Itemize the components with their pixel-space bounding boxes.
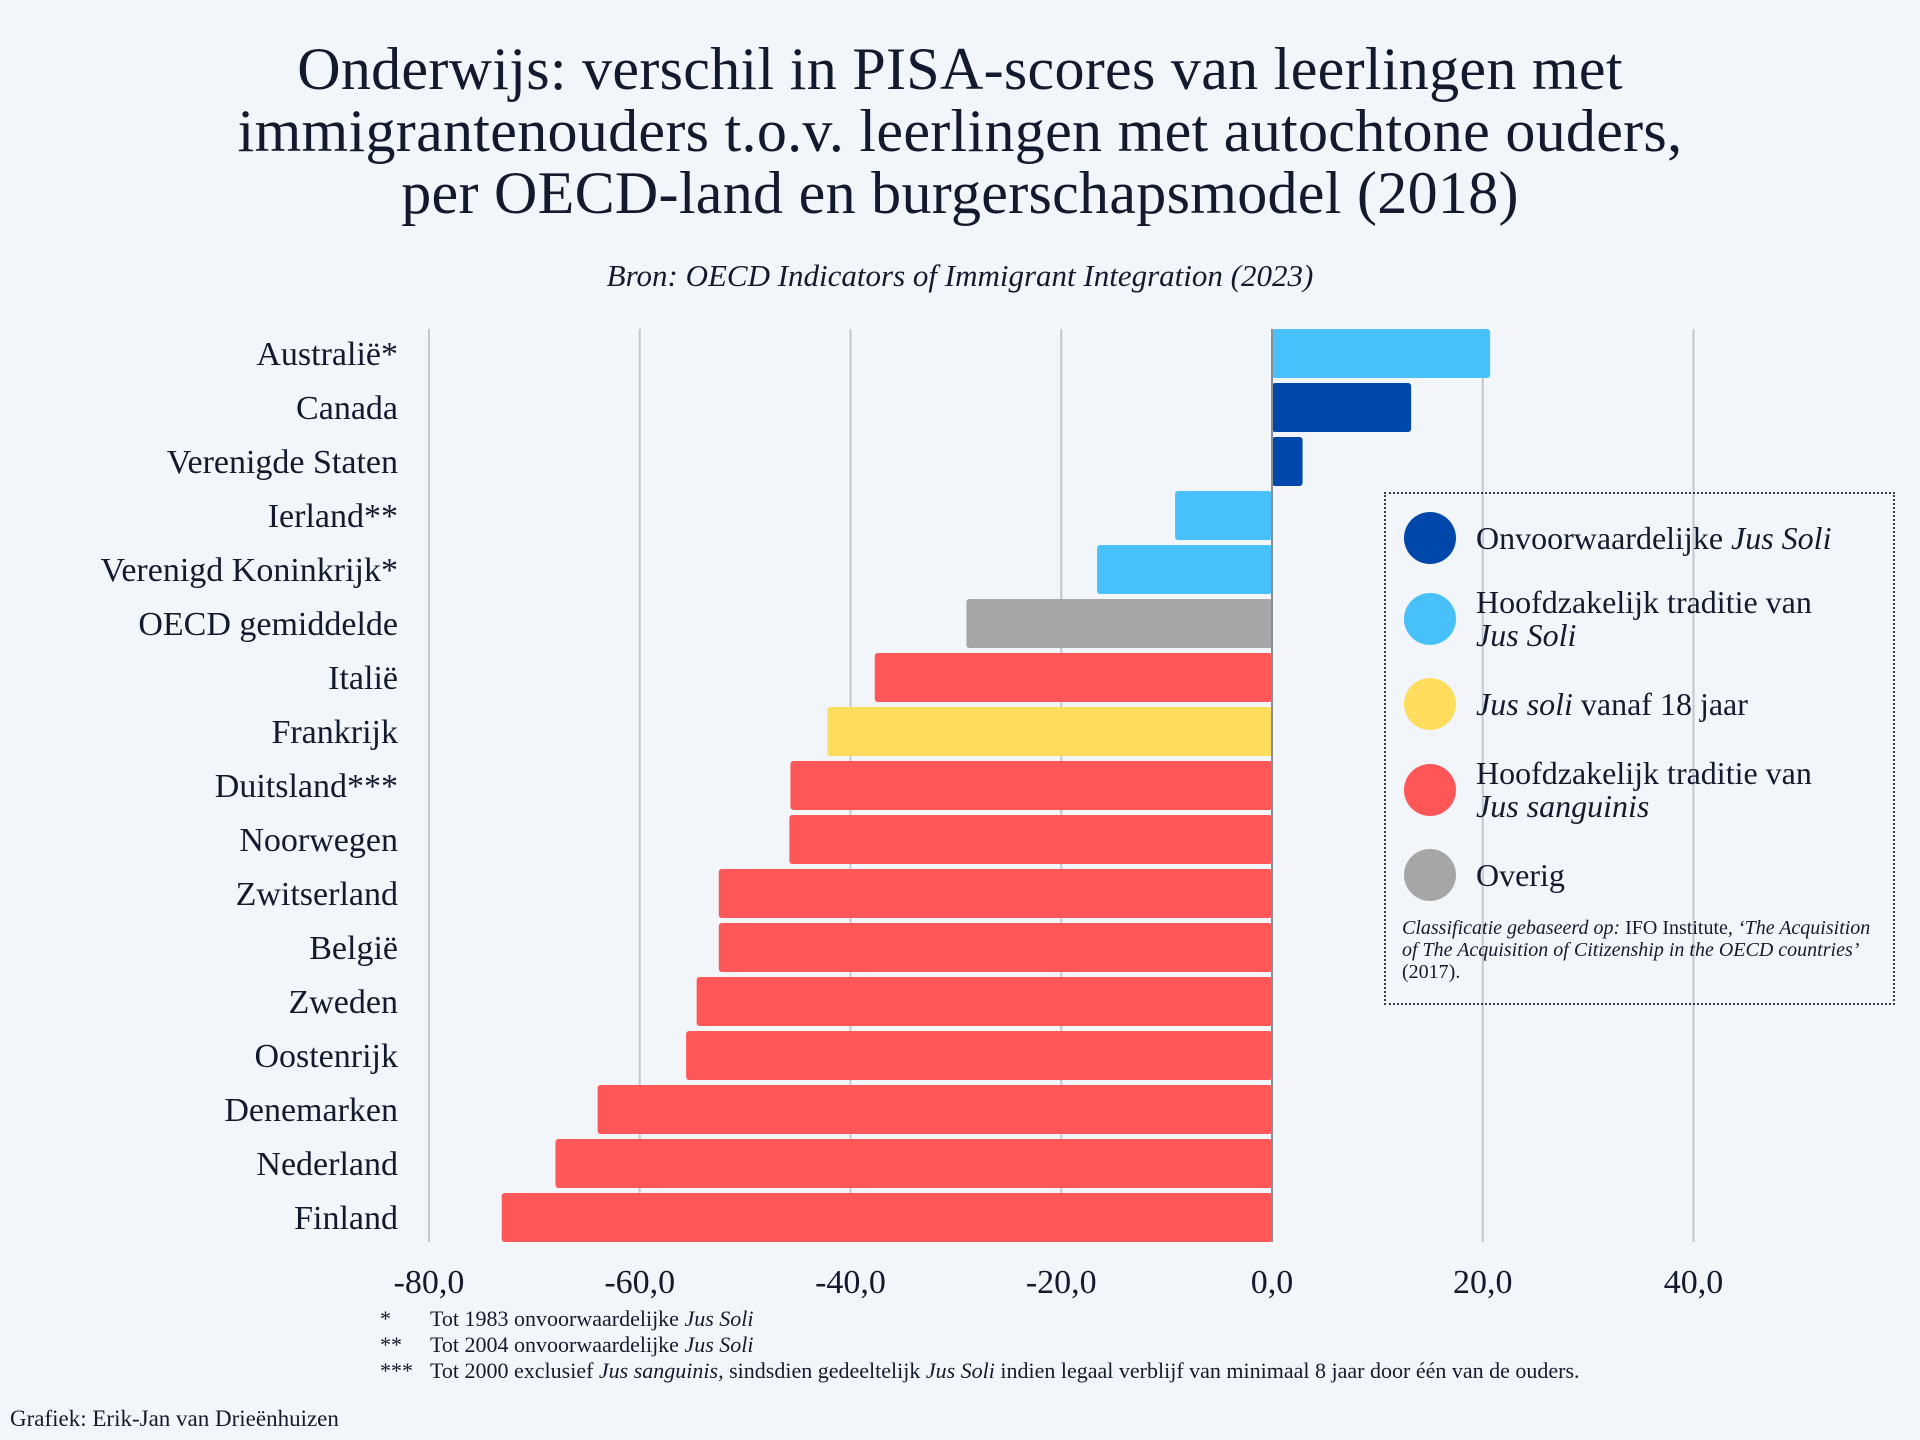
- chart-credit: Grafiek: Erik-Jan van Drieënhuizen: [10, 1406, 339, 1431]
- legend-item-mainly-jus-sanguinis: Hoofdzakelijk traditie van Jus sanguinis: [1404, 757, 1812, 823]
- category-label: Australië*: [256, 336, 398, 373]
- bar: [1272, 383, 1412, 432]
- footnote-text: Jus Soli: [925, 1358, 995, 1383]
- bar: [827, 707, 1272, 756]
- legend-swatch: [1404, 593, 1456, 645]
- category-label: Ierland**: [268, 498, 398, 535]
- category-label: België: [309, 930, 398, 967]
- x-tick-label: -60,0: [604, 1264, 675, 1301]
- legend: Onvoorwaardelijke Jus Soli Hoofdzakelijk…: [1384, 492, 1895, 1005]
- chart-title: Onderwijs: verschil in PISA-scores van l…: [0, 38, 1920, 224]
- category-label: Finland: [294, 1200, 398, 1237]
- category-label: Verenigde Staten: [167, 444, 398, 481]
- footnote-text: sindsdien gedeeltelijk: [723, 1358, 926, 1383]
- bar: [966, 599, 1272, 648]
- category-label: Oostenrijk: [254, 1038, 398, 1075]
- category-label: Noorwegen: [239, 822, 398, 859]
- bar: [555, 1139, 1272, 1188]
- footnote-text: Jus Soli: [684, 1332, 754, 1357]
- category-label: Frankrijk: [271, 714, 398, 751]
- bar: [686, 1031, 1272, 1080]
- legend-item-mainly-jus-soli: Hoofdzakelijk traditie van Jus Soli: [1404, 586, 1812, 652]
- category-label: Duitsland***: [215, 768, 398, 805]
- footnote-text: Tot 2000 exclusief: [430, 1358, 599, 1383]
- legend-item-jus-soli-18: Jus soli vanaf 18 jaar: [1404, 678, 1748, 730]
- x-tick-label: -80,0: [394, 1264, 465, 1301]
- legend-label: Onvoorwaardelijke Jus Soli: [1476, 519, 1832, 556]
- category-label: Verenigd Koninkrijk*: [101, 552, 398, 589]
- bar: [1097, 545, 1272, 594]
- x-tick-label: -40,0: [815, 1264, 886, 1301]
- bar: [718, 923, 1272, 972]
- category-label: Denemarken: [224, 1092, 398, 1129]
- legend-swatch: [1404, 764, 1456, 816]
- chart-title-line: Onderwijs: verschil in PISA-scores van l…: [297, 36, 1623, 102]
- category-label: Zwitserland: [236, 876, 398, 913]
- legend-source-note: Classificatie gebaseerd op: IFO Institut…: [1402, 917, 1871, 983]
- x-tick-label: 20,0: [1453, 1264, 1513, 1301]
- footnotes: * Tot 1983 onvoorwaardelijke Jus Soli ** T…: [380, 1306, 1580, 1384]
- footnote-text: indien legaal verblijf van minimaal 8 ja…: [994, 1358, 1580, 1383]
- legend-item-unconditional: Onvoorwaardelijke Jus Soli: [1404, 512, 1831, 564]
- bar: [597, 1085, 1272, 1134]
- bar: [501, 1193, 1272, 1242]
- category-labels: Australië* Canada Verenigde Staten Ierland*…: [101, 336, 398, 1237]
- chart-subtitle: Bron: OECD Indicators of Immigrant Integ…: [606, 258, 1314, 293]
- legend-label: Hoofdzakelijk traditie van Jus Soli: [1476, 584, 1812, 653]
- legend-swatch: [1404, 512, 1456, 564]
- legend-label: Hoofdzakelijk traditie van Jus sanguinis: [1476, 755, 1812, 824]
- x-tick-label: 0,0: [1251, 1264, 1294, 1301]
- footnote-text: Tot 2004 onvoorwaardelijke: [430, 1332, 685, 1357]
- category-label: Zweden: [288, 984, 398, 1021]
- footnote: * Tot 1983 onvoorwaardelijke Jus Soli: [380, 1306, 754, 1331]
- footnote-text: Jus Soli: [684, 1306, 754, 1331]
- bar: [696, 977, 1272, 1026]
- bar: [718, 869, 1272, 918]
- legend-label: Overig: [1476, 856, 1565, 893]
- footnote: *** Tot 2000 exclusief Jus sanguinis, sin…: [380, 1358, 1580, 1383]
- category-label: Canada: [296, 390, 398, 427]
- footnote-text: Jus sanguinis,: [598, 1358, 724, 1383]
- x-tick-label: 40,0: [1664, 1264, 1724, 1301]
- bar: [1272, 329, 1491, 378]
- bars: [501, 329, 1491, 1242]
- bar: [1272, 437, 1303, 486]
- legend-item-other: Overig: [1404, 849, 1565, 901]
- bar: [790, 761, 1272, 810]
- category-label: OECD gemiddelde: [138, 606, 398, 643]
- bar: [1175, 491, 1272, 540]
- bar: [789, 815, 1272, 864]
- footnote-text: Tot 1983 onvoorwaardelijke: [430, 1306, 685, 1331]
- chart-title-line: per OECD-land en burgerschapsmodel (2018…: [401, 160, 1519, 226]
- x-tick-label: -20,0: [1026, 1264, 1097, 1301]
- footnote: ** Tot 2004 onvoorwaardelijke Jus Soli: [380, 1332, 754, 1357]
- legend-swatch: [1404, 849, 1456, 901]
- bar: [874, 653, 1272, 702]
- chart-title-line: immigrantenouders t.o.v. leerlingen met …: [237, 98, 1683, 164]
- legend-label: Jus soli vanaf 18 jaar: [1476, 685, 1748, 722]
- category-label: Italië: [328, 660, 398, 697]
- legend-swatch: [1404, 678, 1456, 730]
- category-label: Nederland: [256, 1146, 398, 1183]
- x-tick-labels: -80,0 -60,0 -40,0 -20,0 0,0 20,0 40,0: [394, 1264, 1724, 1301]
